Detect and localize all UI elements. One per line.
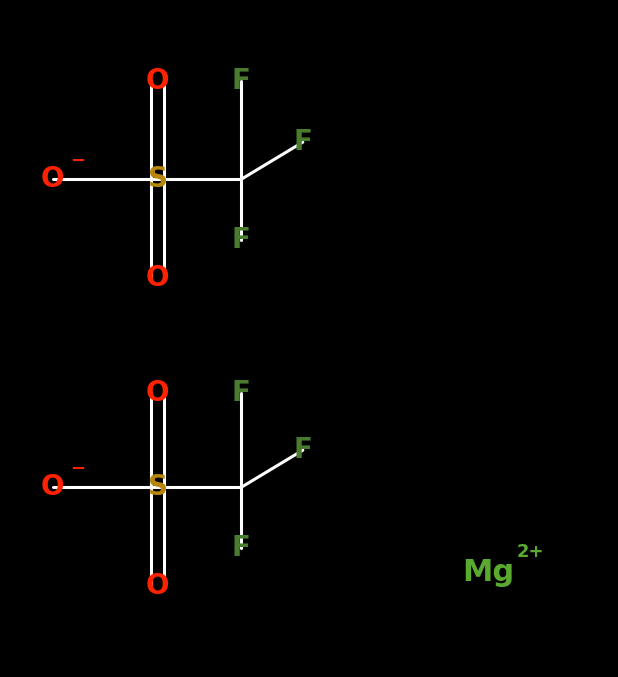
Text: F: F [232, 534, 250, 563]
Text: F: F [232, 226, 250, 255]
Text: 2+: 2+ [517, 543, 544, 561]
Text: Mg: Mg [462, 558, 514, 586]
Text: −: − [70, 460, 85, 477]
Text: −: − [70, 152, 85, 169]
Text: O: O [41, 473, 64, 502]
Text: O: O [146, 67, 169, 95]
Text: O: O [146, 571, 169, 600]
Text: O: O [41, 165, 64, 194]
Text: S: S [148, 165, 167, 194]
Text: F: F [232, 378, 250, 407]
Text: F: F [232, 67, 250, 95]
Text: O: O [146, 378, 169, 407]
Text: O: O [146, 263, 169, 292]
Text: S: S [148, 473, 167, 502]
Text: F: F [294, 436, 312, 464]
Text: F: F [294, 128, 312, 156]
